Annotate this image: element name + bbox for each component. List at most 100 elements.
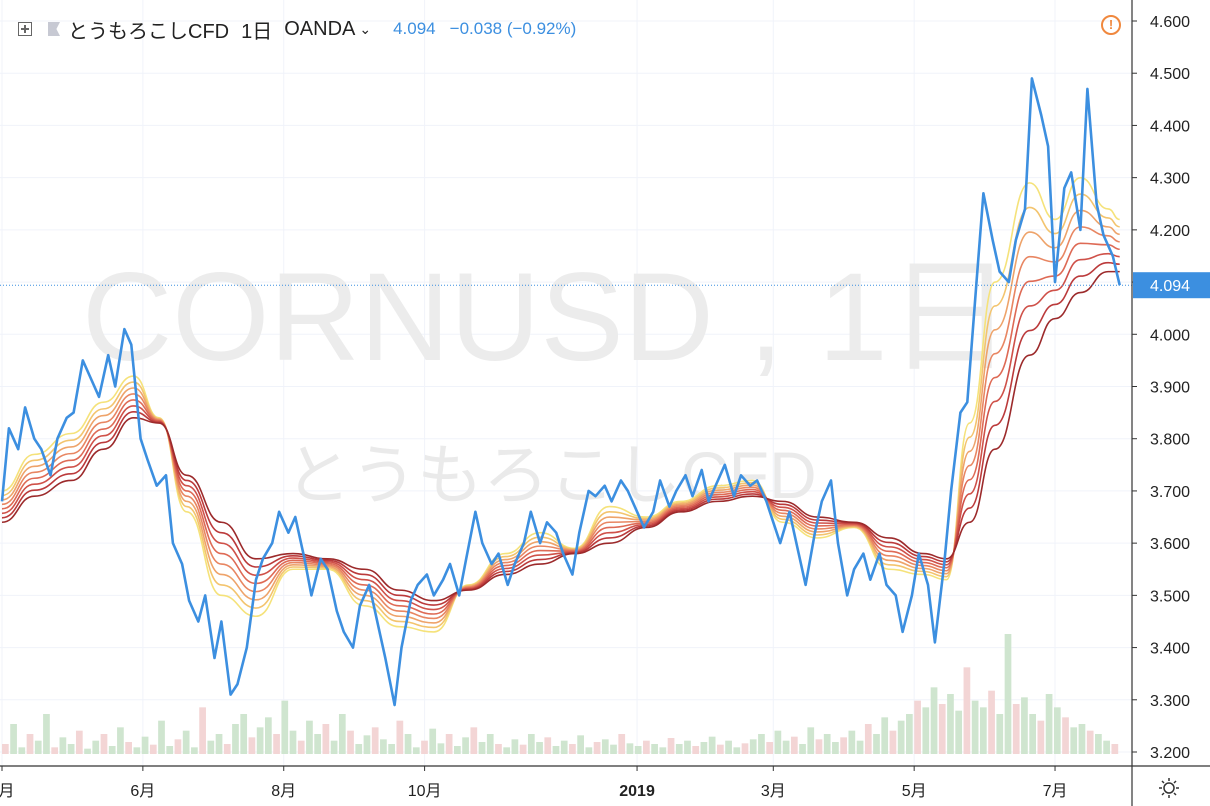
price-line <box>0 77 1121 707</box>
volume-bar <box>2 744 9 754</box>
x-tick-label: 7月 <box>1043 783 1068 800</box>
alert-icon[interactable]: ! <box>1101 15 1121 35</box>
ribbon-line <box>1 252 1120 611</box>
volume-bar <box>610 744 617 754</box>
volume-bar <box>297 740 305 754</box>
volume-bar <box>1062 717 1069 754</box>
volume-bar <box>338 714 346 754</box>
price-change: −0.038 (−0.92%) <box>449 19 577 38</box>
symbol-name[interactable]: とうもろこしCFD <box>68 20 230 43</box>
volume-bar <box>856 740 864 754</box>
volume-bar <box>264 717 272 754</box>
volume-bar <box>832 742 839 754</box>
expand-icon[interactable] <box>18 22 32 36</box>
volume-bar <box>437 743 445 754</box>
y-tick-label: 3.600 <box>1150 536 1190 553</box>
volume-bar <box>174 739 182 754</box>
watermark-title: CORNUSD , 1日 <box>82 248 1013 387</box>
volume-bar <box>873 734 880 754</box>
volume-bar <box>823 734 831 754</box>
volume-bar <box>273 734 280 754</box>
volume-bar <box>511 739 519 754</box>
volume-bar <box>840 737 847 754</box>
volume-bar <box>667 738 675 754</box>
last-price-badge-label: 4.094 <box>1150 278 1190 295</box>
x-tick-label: 4月 <box>0 783 14 800</box>
volume-bar <box>1070 727 1078 754</box>
settings-sun-icon[interactable] <box>1158 777 1180 799</box>
volume-bar <box>922 707 930 754</box>
volume-bar <box>906 714 913 754</box>
volume-bar <box>486 734 494 754</box>
volume-bar <box>84 748 91 754</box>
volume-bar <box>889 730 897 754</box>
volume-bar <box>371 727 379 754</box>
volume-bar <box>289 730 297 754</box>
volume-bar <box>404 734 412 754</box>
interval-label[interactable]: 1日 <box>241 20 273 43</box>
volume-bar <box>1012 704 1020 754</box>
volume-bar <box>10 724 17 754</box>
volume-bar <box>552 746 560 754</box>
volume-bar <box>659 747 667 754</box>
volume-bar <box>232 724 239 754</box>
volume-bar <box>322 724 330 754</box>
x-tick-label: 6月 <box>130 783 155 800</box>
last-price: 4.094 <box>393 19 436 38</box>
volume-bar <box>848 730 856 754</box>
y-tick-label: 4.400 <box>1150 118 1190 135</box>
volume-bar <box>585 747 593 754</box>
volume-bar <box>133 747 141 754</box>
volume-bar <box>478 742 486 754</box>
volume-bar <box>527 734 535 754</box>
volume-bar <box>207 740 215 754</box>
volume-bar <box>881 717 889 754</box>
volume-bar <box>782 740 790 754</box>
ribbon-line <box>1 209 1120 624</box>
volume-bar <box>429 728 437 754</box>
ribbon-line <box>1 242 1120 615</box>
volume-bar <box>1021 697 1028 754</box>
y-tick-label: 3.900 <box>1150 380 1190 397</box>
volume-bar <box>716 744 724 754</box>
flag-icon[interactable] <box>48 22 60 36</box>
volume-bar <box>725 740 732 754</box>
volume-bar <box>766 742 774 754</box>
volume-bar <box>634 746 642 754</box>
volume-bar <box>388 744 395 754</box>
volume-bar <box>807 727 815 754</box>
volume-bar <box>544 737 552 754</box>
volume-bar <box>314 734 322 754</box>
volume-bar <box>412 747 420 754</box>
volume-bar <box>100 734 108 754</box>
y-tick-label: 3.400 <box>1150 641 1190 658</box>
volume-bar <box>1095 734 1102 754</box>
y-tick-label: 3.800 <box>1150 432 1190 449</box>
volume-bar <box>897 720 905 754</box>
volume-bar <box>643 740 650 754</box>
volume-bar <box>1004 634 1012 754</box>
volume-bar <box>979 707 987 754</box>
volume-bar <box>864 724 872 754</box>
volume-bar <box>59 737 67 754</box>
volume-bar <box>503 747 511 754</box>
volume-bar <box>240 714 248 754</box>
volume-bar <box>733 747 741 754</box>
volume-bar <box>117 727 124 754</box>
volume-bar <box>248 737 256 754</box>
volume-bar <box>182 730 190 754</box>
y-tick-label: 4.300 <box>1150 171 1190 188</box>
exchange-label[interactable]: OANDA <box>284 17 356 40</box>
volume-bar <box>1078 724 1086 754</box>
volume-bar <box>708 736 716 754</box>
ribbon-line <box>1 261 1120 606</box>
volume-bar <box>618 734 626 754</box>
y-tick-label: 3.500 <box>1150 588 1190 605</box>
volume-bar <box>18 747 26 754</box>
volume-bar <box>141 736 149 754</box>
volume-bar <box>536 742 543 754</box>
volume-bar <box>43 714 50 754</box>
volume-bar <box>396 720 404 754</box>
chevron-down-icon[interactable]: ⌄ <box>359 20 372 37</box>
